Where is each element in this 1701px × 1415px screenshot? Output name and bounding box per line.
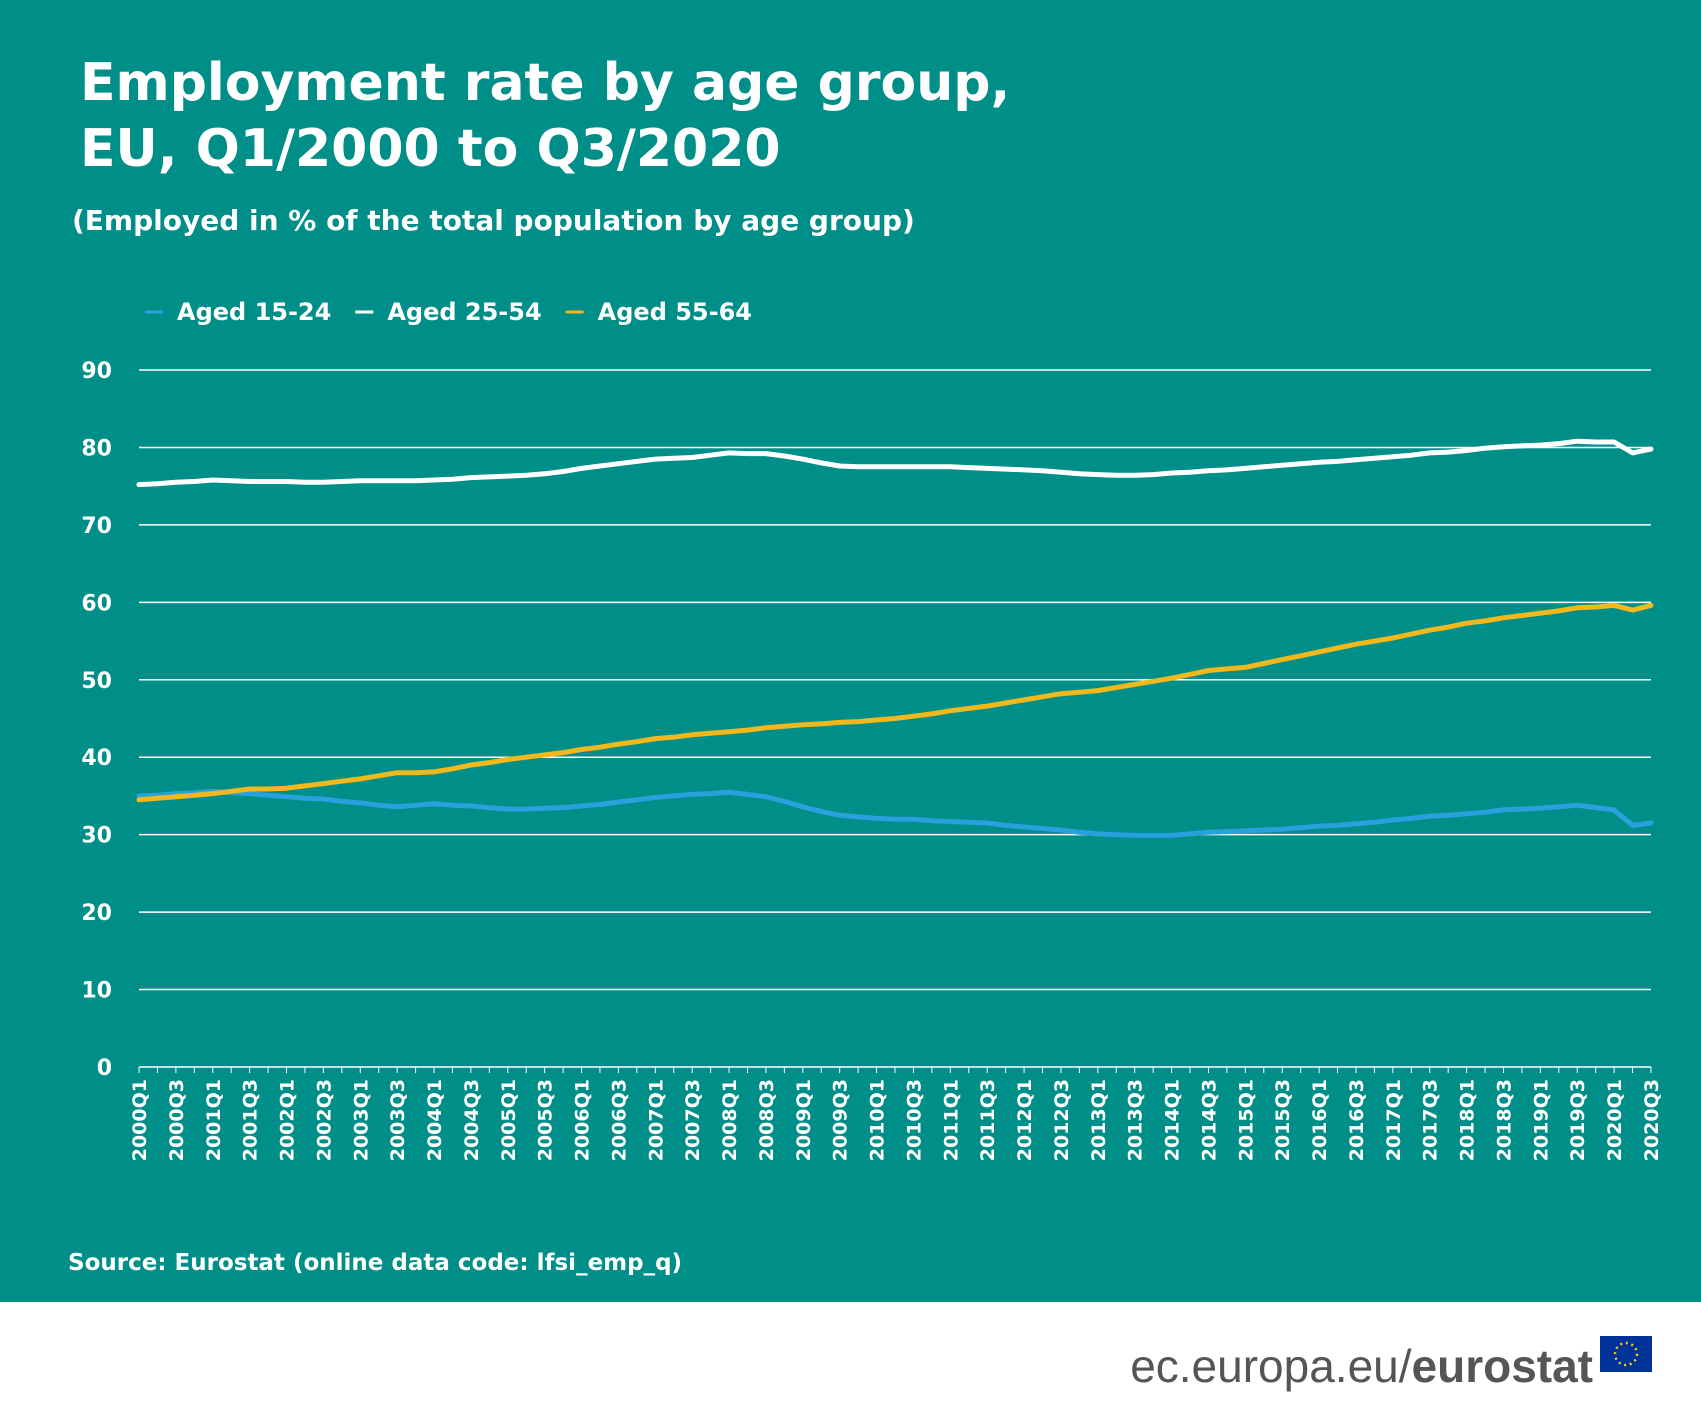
eu-stars [1613, 1341, 1639, 1367]
x-tick-label: 2019Q3 [1567, 1079, 1589, 1161]
series-line [136, 602, 1654, 803]
y-tick-label: 10 [81, 979, 112, 1004]
x-tick-label: 2020Q3 [1641, 1079, 1663, 1161]
x-tick-label: 2018Q1 [1457, 1079, 1479, 1161]
series-line [136, 438, 1654, 488]
series-line [136, 788, 1654, 838]
y-tick-label: 20 [81, 901, 112, 926]
x-tick-label: 2001Q1 [203, 1079, 225, 1161]
x-tick-label: 2000Q3 [166, 1079, 188, 1161]
x-tick-label: 2015Q1 [1235, 1079, 1257, 1161]
x-tick-label: 2005Q1 [498, 1079, 520, 1161]
chart-title: EU, Q1/2000 to Q3/2020 [80, 119, 781, 179]
x-tick-label: 2014Q1 [1162, 1079, 1184, 1161]
x-tick-label: 2006Q3 [608, 1079, 630, 1161]
source-note: Source: Eurostat (online data code: lfsi… [68, 1250, 682, 1276]
x-tick-label: 2013Q3 [1125, 1079, 1147, 1161]
y-tick-label: 40 [81, 746, 112, 771]
x-tick-label: 2009Q1 [793, 1079, 815, 1161]
x-tick-label: 2009Q3 [830, 1079, 852, 1161]
x-tick-label: 2001Q3 [240, 1079, 262, 1161]
footer-brand: eurostat [1412, 1340, 1593, 1392]
x-tick-label: 2004Q3 [461, 1079, 483, 1161]
chart-title: Employment rate by age group, [80, 53, 1010, 113]
y-tick-label: 80 [81, 436, 112, 461]
legend-label: Aged 15-24 [177, 298, 331, 326]
x-tick-label: 2005Q3 [535, 1079, 557, 1161]
x-tick-label: 2004Q1 [424, 1079, 446, 1161]
x-tick-label: 2016Q3 [1346, 1079, 1368, 1161]
x-tick-label: 2006Q1 [572, 1079, 594, 1161]
x-tick-label: 2013Q1 [1088, 1079, 1110, 1161]
x-tick-label: 2010Q1 [867, 1079, 889, 1161]
y-tick-label: 60 [81, 591, 112, 616]
y-tick-label: 30 [81, 824, 112, 849]
y-tick-label: 70 [81, 514, 112, 539]
x-tick-label: 2012Q3 [1051, 1079, 1073, 1161]
x-tick-label: 2016Q1 [1309, 1079, 1331, 1161]
x-tick-label: 2008Q3 [756, 1079, 778, 1161]
background [0, 0, 1701, 1302]
y-tick-label: 0 [97, 1056, 112, 1081]
x-tick-label: 2007Q1 [645, 1079, 667, 1161]
footer-site-text: ec.europa.eu/ [1130, 1340, 1412, 1392]
x-tick-label: 2015Q3 [1272, 1079, 1294, 1161]
y-tick-label: 90 [81, 359, 112, 384]
x-tick-label: 2007Q3 [682, 1079, 704, 1161]
x-tick-label: 2017Q1 [1383, 1079, 1405, 1161]
x-tick-label: 2018Q3 [1493, 1079, 1515, 1161]
x-tick-label: 2011Q1 [940, 1079, 962, 1161]
x-tick-label: 2002Q1 [277, 1079, 299, 1161]
x-tick-label: 2002Q3 [313, 1079, 335, 1161]
x-tick-label: 2019Q1 [1530, 1079, 1552, 1161]
footer-logo: ec.europa.eu/eurostat [1130, 1336, 1652, 1392]
y-tick-label: 50 [81, 669, 112, 694]
x-tick-label: 2020Q1 [1604, 1079, 1626, 1161]
legend-label: Aged 25-54 [387, 298, 541, 326]
legend-label: Aged 55-64 [598, 298, 752, 326]
chart-subtitle: (Employed in % of the total population b… [72, 204, 915, 237]
x-tick-label: 2014Q3 [1198, 1079, 1220, 1161]
x-tick-label: 2008Q1 [719, 1079, 741, 1161]
x-tick-label: 2000Q1 [129, 1079, 151, 1161]
x-tick-label: 2003Q1 [350, 1079, 372, 1161]
eu-flag [1600, 1336, 1652, 1372]
footer-site: ec.europa.eu/eurostat [1130, 1340, 1593, 1392]
x-tick-label: 2011Q3 [977, 1079, 999, 1161]
x-tick-label: 2012Q1 [1014, 1079, 1036, 1161]
x-tick-label: 2010Q3 [903, 1079, 925, 1161]
x-tick-label: 2003Q3 [387, 1079, 409, 1161]
x-tick-label: 2017Q3 [1420, 1079, 1442, 1161]
